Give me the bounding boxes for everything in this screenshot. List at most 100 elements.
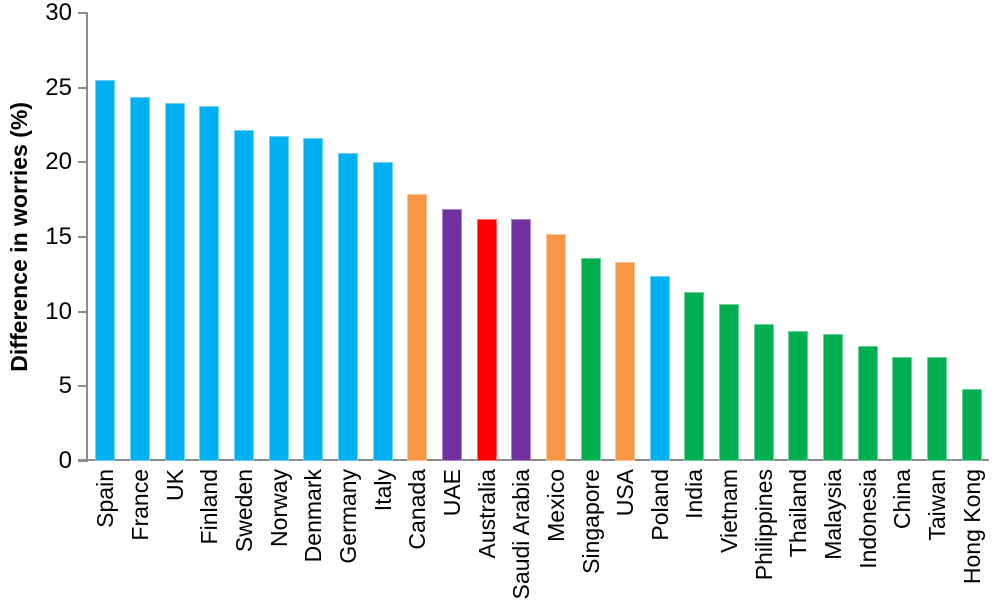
x-label-singapore: Singapore <box>577 469 604 574</box>
x-label-philippines: Philippines <box>750 469 777 581</box>
x-label-slot-thailand: Thailand <box>781 469 816 604</box>
bar-slot-singapore <box>573 13 608 461</box>
bar-slot-france <box>123 13 158 461</box>
bar-slot-uk <box>157 13 192 461</box>
bar-australia <box>476 219 497 461</box>
bar-slot-norway <box>261 13 296 461</box>
bar-finland <box>199 105 220 461</box>
y-tick-label-25: 25 <box>45 73 72 101</box>
y-tick-mark-20 <box>78 161 87 164</box>
bar-slot-thailand <box>781 13 816 461</box>
bar-slot-usa <box>608 13 643 461</box>
x-label-slot-malaysia: Malaysia <box>816 469 851 604</box>
bar-singapore <box>580 257 601 461</box>
x-label-slot-germany: Germany <box>331 469 366 604</box>
bar-usa <box>615 262 636 461</box>
bar-uae <box>441 208 462 461</box>
bar-saudi-arabia <box>511 219 532 461</box>
bar-slot-india <box>677 13 712 461</box>
bar-slot-vietnam <box>712 13 747 461</box>
bar-slot-denmark <box>296 13 331 461</box>
x-label-slot-canada: Canada <box>400 469 435 604</box>
x-label-slot-denmark: Denmark <box>296 469 331 604</box>
bar-sweden <box>233 129 254 461</box>
bar-slot-hong-kong <box>954 13 989 461</box>
x-label-slot-india: India <box>677 469 712 604</box>
x-label-hong-kong: Hong Kong <box>958 469 985 585</box>
y-tick-label-0: 0 <box>58 447 72 474</box>
y-tick-mark-0 <box>78 460 87 462</box>
bar-philippines <box>753 323 774 461</box>
bar-slot-finland <box>192 13 227 461</box>
bar-slot-spain <box>88 13 123 461</box>
bar-slot-uae <box>435 13 470 461</box>
x-label-slot-sweden: Sweden <box>227 469 262 604</box>
bar-slot-canada <box>400 13 435 461</box>
bar-slot-poland <box>643 13 678 461</box>
bar-poland <box>649 275 670 461</box>
bar-germany <box>337 153 358 461</box>
x-label-vietnam: Vietnam <box>716 469 743 553</box>
bar-mexico <box>545 234 566 461</box>
x-label-slot-poland: Poland <box>643 469 678 604</box>
x-label-slot-norway: Norway <box>261 469 296 604</box>
bar-slot-malaysia <box>816 13 851 461</box>
x-label-slot-mexico: Mexico <box>539 469 574 604</box>
x-label-slot-italy: Italy <box>365 469 400 604</box>
bar-slot-germany <box>331 13 366 461</box>
x-label-slot-uk: UK <box>157 469 192 604</box>
x-axis-labels: Spain France UK Finland Sweden Norway Denmark G… <box>88 469 989 604</box>
plot-area <box>88 13 989 461</box>
bar-slot-italy <box>365 13 400 461</box>
x-label-denmark: Denmark <box>300 469 327 563</box>
bar-hong-kong <box>961 389 982 461</box>
x-label-china: China <box>889 469 916 530</box>
bar-india <box>684 292 705 461</box>
x-label-usa: USA <box>612 469 639 517</box>
x-label-slot-singapore: Singapore <box>573 469 608 604</box>
x-label-canada: Canada <box>404 469 431 550</box>
y-axis-line <box>86 12 88 462</box>
x-label-slot-china: China <box>885 469 920 604</box>
x-label-italy: Italy <box>369 469 396 512</box>
x-label-slot-uae: UAE <box>435 469 470 604</box>
x-label-slot-hong-kong: Hong Kong <box>954 469 989 604</box>
x-label-taiwan: Taiwan <box>924 469 951 541</box>
x-label-france: France <box>126 469 153 541</box>
bar-slot-australia <box>469 13 504 461</box>
x-label-malaysia: Malaysia <box>820 469 847 560</box>
x-label-indonesia: Indonesia <box>854 469 881 569</box>
x-label-slot-indonesia: Indonesia <box>850 469 885 604</box>
bar-slot-sweden <box>227 13 262 461</box>
bar-canada <box>407 193 428 461</box>
y-tick-mark-15 <box>78 236 87 238</box>
x-label-slot-taiwan: Taiwan <box>920 469 955 604</box>
bar-malaysia <box>823 334 844 461</box>
bar-denmark <box>303 138 324 461</box>
bar-indonesia <box>857 346 878 461</box>
y-tick-mark-30 <box>78 12 87 14</box>
y-tick-mark-5 <box>78 385 87 388</box>
x-label-finland: Finland <box>196 469 223 545</box>
y-tick-mark-25 <box>78 86 87 89</box>
y-tick-label-10: 10 <box>45 297 72 325</box>
bar-slot-mexico <box>539 13 574 461</box>
bar-slot-china <box>885 13 920 461</box>
x-label-norway: Norway <box>265 469 292 547</box>
x-label-slot-australia: Australia <box>469 469 504 604</box>
bar-slot-indonesia <box>850 13 885 461</box>
y-tick-label-5: 5 <box>58 372 72 400</box>
y-tick-label-20: 20 <box>45 148 72 176</box>
bar-norway <box>268 135 289 461</box>
x-axis-line <box>78 459 989 461</box>
bar-slot-taiwan <box>920 13 955 461</box>
x-label-thailand: Thailand <box>785 469 812 558</box>
x-label-germany: Germany <box>334 469 361 564</box>
x-label-slot-usa: USA <box>608 469 643 604</box>
x-label-slot-vietnam: Vietnam <box>712 469 747 604</box>
bar-uk <box>164 102 185 461</box>
bar-taiwan <box>927 356 948 461</box>
x-label-australia: Australia <box>473 469 500 559</box>
x-label-poland: Poland <box>646 469 673 541</box>
